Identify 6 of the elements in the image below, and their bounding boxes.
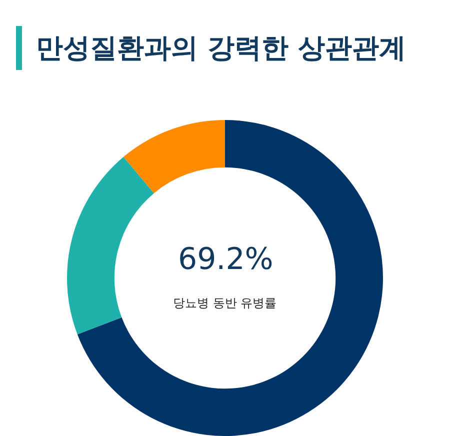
donut-slice bbox=[67, 156, 154, 334]
text: 69.2% bbox=[178, 242, 274, 277]
chart-title: 만성질환과의 강력한 상관관계 bbox=[36, 32, 406, 66]
donut-slice bbox=[77, 120, 383, 436]
donut-slice bbox=[124, 120, 225, 194]
text: 당뇨병 동반 유병률 bbox=[173, 296, 277, 310]
